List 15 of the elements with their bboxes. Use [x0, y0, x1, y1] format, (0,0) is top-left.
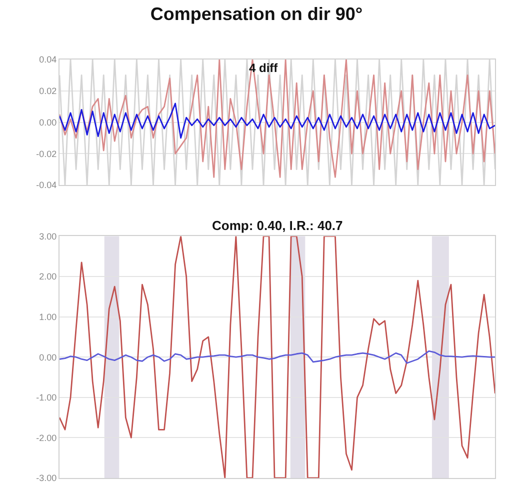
y-tick-label: 3.00 [39, 231, 57, 242]
y-tick-label: 0.00 [39, 352, 57, 362]
y-tick-label: -0.02 [36, 148, 57, 159]
y-tick-label: -0.04 [36, 180, 57, 190]
y-tick-label: 0.02 [39, 86, 57, 96]
chart-title: Compensation on dir 90° [150, 4, 363, 24]
y-tick-label: 2.00 [39, 272, 57, 282]
annotation: 4 diff [249, 61, 279, 75]
y-tick-label: 0.04 [39, 54, 57, 65]
chart-title: Comp: 0.40, I.R.: 40.7 [212, 218, 343, 233]
y-tick-label: -3.00 [36, 473, 57, 484]
y-tick-label: -1.00 [36, 392, 57, 403]
y-tick-label: 1.00 [39, 312, 57, 322]
y-tick-label: -2.00 [36, 432, 57, 443]
y-tick-label: 0.00 [39, 117, 57, 128]
